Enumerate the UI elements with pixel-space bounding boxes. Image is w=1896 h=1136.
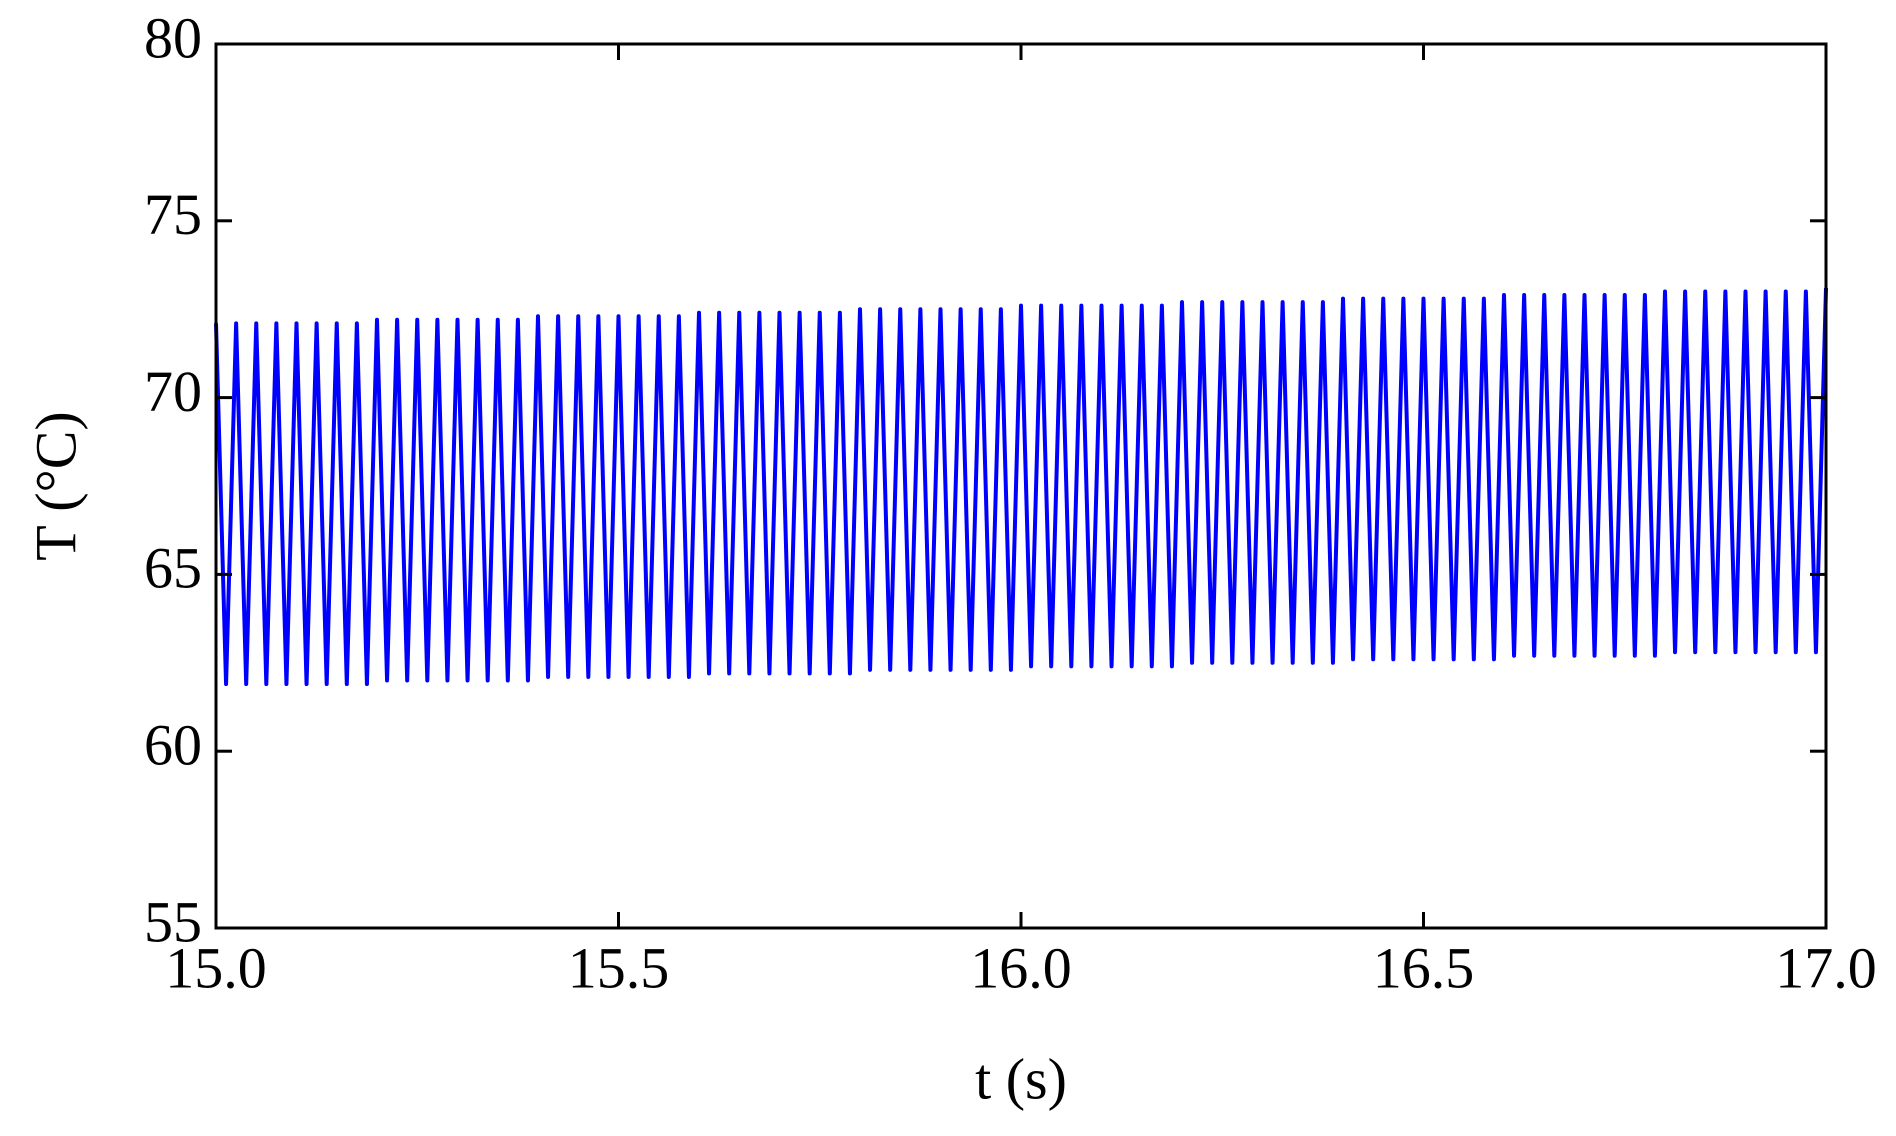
x-tick-label: 16.5 bbox=[1373, 935, 1475, 1000]
y-tick-label: 75 bbox=[144, 182, 202, 247]
x-tick-label: 17.0 bbox=[1775, 935, 1877, 1000]
y-tick-label: 70 bbox=[144, 359, 202, 424]
x-tick-label: 16.0 bbox=[970, 935, 1072, 1000]
y-axis-label: T (°C) bbox=[23, 411, 88, 560]
y-tick-label: 80 bbox=[144, 5, 202, 70]
y-tick-label: 55 bbox=[144, 889, 202, 954]
x-axis-label: t (s) bbox=[975, 1046, 1067, 1111]
x-tick-label: 15.5 bbox=[568, 935, 670, 1000]
y-tick-label: 60 bbox=[144, 713, 202, 778]
y-tick-label: 65 bbox=[144, 536, 202, 601]
x-tick-label: 15.0 bbox=[165, 935, 267, 1000]
data-line bbox=[214, 287, 1828, 687]
plot-frame bbox=[214, 42, 1828, 930]
